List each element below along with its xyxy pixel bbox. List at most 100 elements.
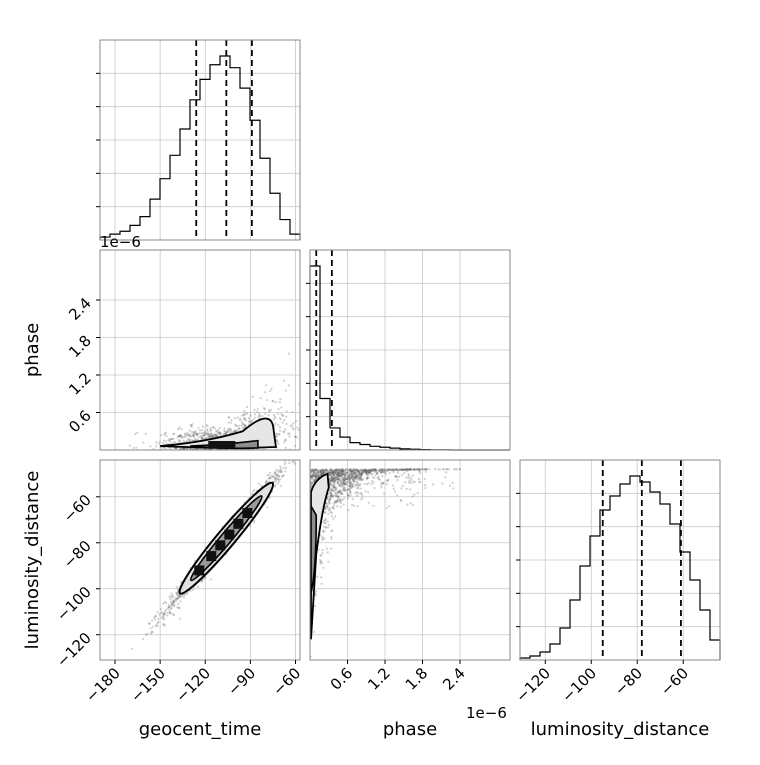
point-geocent_time-luminosity_distance-693 <box>153 616 156 619</box>
point-phase-luminosity_distance-572 <box>323 537 326 540</box>
point-geocent_time-phase-146 <box>206 436 209 439</box>
point-geocent_time-phase-388 <box>227 416 231 419</box>
point-geocent_time-luminosity_distance-437 <box>197 585 200 588</box>
point-phase-luminosity_distance-35 <box>328 474 332 477</box>
xlabel-geocent_time: geocent_time <box>139 719 262 740</box>
point-geocent_time-phase-94 <box>267 413 270 417</box>
point-geocent_time-phase-742 <box>144 432 147 435</box>
point-phase-luminosity_distance-716 <box>372 468 375 471</box>
point-phase-luminosity_distance-1357 <box>371 468 374 471</box>
point-phase-luminosity_distance-1021 <box>350 468 353 471</box>
point-phase-luminosity_distance-306 <box>358 477 362 480</box>
point-phase-luminosity_distance-457 <box>313 475 316 479</box>
point-phase-luminosity_distance-152 <box>331 470 334 473</box>
point-phase-luminosity_distance-918 <box>350 471 353 474</box>
point-geocent_time-phase-372 <box>188 435 191 438</box>
point-geocent_time-luminosity_distance-428 <box>162 612 166 615</box>
point-geocent_time-luminosity_distance-127 <box>268 477 271 480</box>
point-geocent_time-phase-1213 <box>233 429 236 432</box>
point-geocent_time-phase-268 <box>195 433 198 436</box>
point-geocent_time-phase-262 <box>263 407 266 411</box>
point-geocent_time-phase-822 <box>215 434 218 438</box>
point-phase-luminosity_distance-631 <box>330 484 333 488</box>
point-phase-luminosity_distance-1255 <box>333 475 337 478</box>
point-phase-luminosity_distance-22 <box>364 469 367 472</box>
density-geocent_time-phase <box>128 352 300 450</box>
point-phase-luminosity_distance-819 <box>347 478 350 481</box>
point-phase-luminosity_distance-909 <box>332 477 335 480</box>
point-phase-luminosity_distance-1243 <box>405 476 408 479</box>
point-phase-luminosity_distance-578 <box>328 481 332 484</box>
point-geocent_time-luminosity_distance-1073 <box>151 625 155 628</box>
point-phase-luminosity_distance-551 <box>315 473 318 476</box>
point-phase-luminosity_distance-263 <box>439 468 442 471</box>
point-phase-luminosity_distance-1040 <box>361 468 364 472</box>
point-geocent_time-phase-1091 <box>184 434 187 437</box>
point-phase-luminosity_distance-287 <box>406 468 409 471</box>
point-phase-luminosity_distance-474 <box>346 476 349 479</box>
point-phase-luminosity_distance-888 <box>347 474 351 478</box>
point-phase-luminosity_distance-472 <box>458 468 462 471</box>
point-phase-luminosity_distance-482 <box>332 473 335 477</box>
point-phase-luminosity_distance-78 <box>314 468 317 472</box>
point-phase-luminosity_distance-83 <box>405 487 408 490</box>
point-geocent_time-phase-110 <box>218 427 221 430</box>
point-phase-luminosity_distance-258 <box>378 470 381 473</box>
point-phase-luminosity_distance-808 <box>362 468 366 471</box>
point-geocent_time-phase-69 <box>287 352 290 355</box>
point-phase-luminosity_distance-1051 <box>416 468 419 471</box>
point-geocent_time-luminosity_distance-814 <box>277 470 280 473</box>
point-geocent_time-phase-529 <box>280 406 283 409</box>
point-geocent_time-phase-928 <box>238 427 241 430</box>
point-phase-luminosity_distance-426 <box>332 473 335 476</box>
point-geocent_time-luminosity_distance-439 <box>269 471 272 474</box>
point-phase-luminosity_distance-958 <box>311 481 314 484</box>
point-geocent_time-phase-471 <box>264 391 267 394</box>
point-phase-luminosity_distance-1024 <box>337 468 340 471</box>
point-phase-luminosity_distance-101 <box>347 474 350 477</box>
point-phase-luminosity_distance-760 <box>338 470 341 473</box>
point-phase-luminosity_distance-238 <box>331 480 335 483</box>
point-phase-luminosity_distance-490 <box>409 468 413 471</box>
point-phase-luminosity_distance-566 <box>330 547 333 550</box>
point-geocent_time-phase-539 <box>285 415 288 418</box>
point-phase-luminosity_distance-927 <box>311 469 314 472</box>
point-phase-luminosity_distance-1108 <box>396 475 399 478</box>
point-geocent_time-luminosity_distance-1009 <box>156 621 160 624</box>
point-geocent_time-luminosity_distance-7 <box>265 480 268 483</box>
point-phase-luminosity_distance-201 <box>316 471 320 475</box>
point-geocent_time-phase-1231 <box>195 431 198 435</box>
point-geocent_time-phase-538 <box>262 407 266 410</box>
point-phase-luminosity_distance-451 <box>352 473 356 476</box>
point-phase-luminosity_distance-1321 <box>319 470 322 473</box>
point-geocent_time-phase-221 <box>224 432 227 435</box>
point-geocent_time-luminosity_distance-655 <box>168 595 171 598</box>
point-geocent_time-phase-986 <box>204 431 207 434</box>
point-geocent_time-phase-359 <box>196 432 199 435</box>
point-phase-luminosity_distance-353 <box>388 471 391 475</box>
point-geocent_time-phase-751 <box>258 414 261 417</box>
point-phase-luminosity_distance-709 <box>313 468 316 471</box>
point-phase-luminosity_distance-235 <box>351 472 354 475</box>
point-phase-luminosity_distance-654 <box>319 471 322 475</box>
point-phase-luminosity_distance-396 <box>356 469 359 472</box>
point-phase-luminosity_distance-839 <box>341 482 344 485</box>
point-phase-luminosity_distance-1315 <box>313 474 317 478</box>
point-geocent_time-phase-1335 <box>249 414 252 417</box>
point-geocent_time-luminosity_distance-859 <box>276 477 279 480</box>
point-phase-luminosity_distance-647 <box>324 468 327 471</box>
point-phase-luminosity_distance-15 <box>335 469 338 472</box>
point-phase-luminosity_distance-518 <box>319 468 322 472</box>
point-geocent_time-phase-105 <box>136 431 139 434</box>
point-geocent_time-phase-879 <box>238 427 241 430</box>
point-phase-luminosity_distance-359 <box>323 470 327 473</box>
point-phase-luminosity_distance-302 <box>361 470 364 473</box>
point-phase-luminosity_distance-787 <box>360 473 363 476</box>
point-geocent_time-luminosity_distance-643 <box>153 618 157 621</box>
point-phase-luminosity_distance-8 <box>338 477 341 481</box>
point-geocent_time-luminosity_distance-421 <box>162 614 165 617</box>
point-geocent_time-luminosity_distance-261 <box>172 601 176 604</box>
point-phase-luminosity_distance-1260 <box>371 476 374 479</box>
point-phase-luminosity_distance-983 <box>331 496 335 499</box>
point-phase-luminosity_distance-758 <box>355 474 358 477</box>
